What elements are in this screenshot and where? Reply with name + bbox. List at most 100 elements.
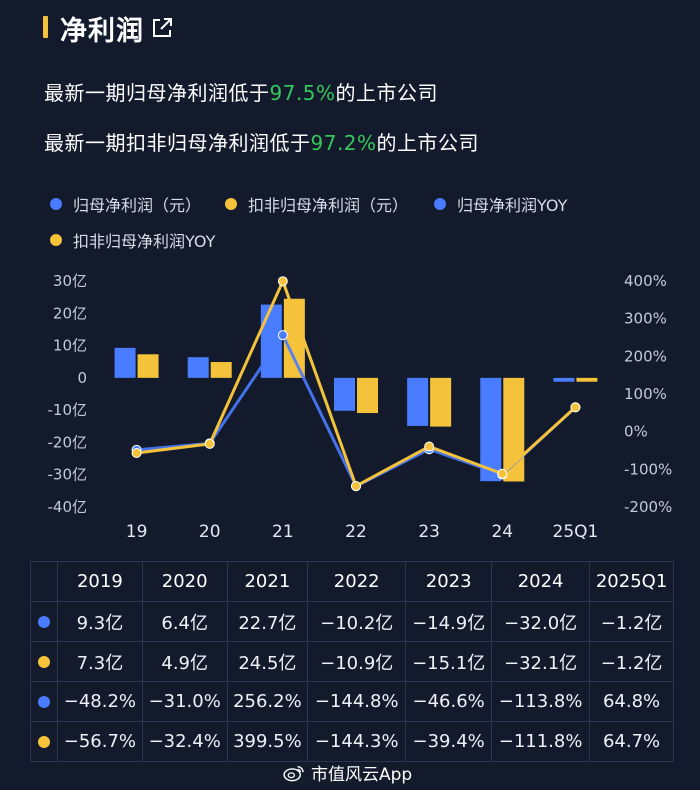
table-cell: −31.0% xyxy=(141,681,228,722)
y-axis-left-tick-label: -30亿 xyxy=(48,466,88,484)
table-row-marker xyxy=(30,601,58,642)
y-axis-right-tick-label: 0% xyxy=(624,423,648,441)
bar-deducted-net-profit xyxy=(576,377,598,382)
table-row-marker xyxy=(30,721,58,762)
table-cell: −15.1亿 xyxy=(405,641,493,682)
y-axis-left-tick-label: 30亿 xyxy=(53,272,87,290)
y-axis-left-tick-label: 20亿 xyxy=(53,304,87,322)
series-dot xyxy=(38,696,50,708)
bar-deducted-net-profit xyxy=(137,354,159,378)
y-axis-right-tick-label: 400% xyxy=(624,272,667,290)
table-row: −56.7% −32.4% 399.5% −144.3% −39.4% −111.8% 64… xyxy=(30,721,674,762)
legend-item-net-profit-yoy[interactable]: 归母净利润YOY xyxy=(434,192,567,216)
stat-suffix: 的上市公司 xyxy=(335,81,439,105)
watermark: 市值风云App xyxy=(283,760,412,785)
point-deducted-net-profit-yoy xyxy=(277,276,288,287)
legend-label: 扣非归母净利润（元） xyxy=(248,196,409,215)
x-axis-tick-label: 19 xyxy=(126,522,148,542)
bar-net-profit xyxy=(114,347,136,378)
series-dot xyxy=(38,616,50,628)
point-deducted-net-profit-yoy xyxy=(131,448,142,459)
title-accent-bar xyxy=(43,16,48,38)
stat-percent: 97.5% xyxy=(269,81,336,105)
table-header-cell: 2019 xyxy=(57,561,143,602)
legend-label: 归母净利润YOY xyxy=(457,196,568,215)
table-cell: −14.9亿 xyxy=(405,601,493,642)
stat-prefix: 最新一期扣非归母净利润低于 xyxy=(44,131,311,155)
table-cell: −113.8% xyxy=(491,681,591,722)
table-header-row: 2019 2020 2021 2022 2023 2024 2025Q1 xyxy=(30,561,674,602)
y-axis-right-tick-label: 100% xyxy=(624,385,667,403)
table-cell: −144.3% xyxy=(307,721,407,762)
external-link-icon[interactable] xyxy=(150,16,174,40)
legend-item-deducted-net-profit[interactable]: 扣非归母净利润（元） xyxy=(225,192,408,216)
table-cell: 7.3亿 xyxy=(57,641,143,682)
legend-item-deducted-net-profit-yoy[interactable]: 扣非归母净利润YOY xyxy=(50,228,215,252)
table-cell: −32.4% xyxy=(141,721,228,762)
table-header-cell: 2020 xyxy=(141,561,228,602)
bar-net-profit xyxy=(187,357,209,378)
stat-suffix: 的上市公司 xyxy=(376,131,480,155)
series-dot xyxy=(38,656,50,668)
y-axis-left-tick-label: 0 xyxy=(77,369,87,387)
legend-item-net-profit[interactable]: 归母净利润（元） xyxy=(50,192,201,216)
table-cell: −1.2亿 xyxy=(589,601,674,642)
legend-dot xyxy=(434,198,446,210)
table-row-marker xyxy=(30,681,58,722)
x-axis-tick-label: 21 xyxy=(272,522,294,542)
table-header-cell: 2024 xyxy=(491,561,591,602)
table-cell: −111.8% xyxy=(491,721,591,762)
y-axis-right-tick-label: -100% xyxy=(624,460,672,478)
point-deducted-net-profit-yoy xyxy=(204,438,215,449)
weibo-icon xyxy=(283,765,304,781)
table-cell: 22.7亿 xyxy=(226,601,309,642)
bar-net-profit xyxy=(407,377,429,426)
stat-percent: 97.2% xyxy=(310,131,377,155)
stat-line-net-profit: 最新一期归母净利润低于97.5%的上市公司 xyxy=(44,77,438,106)
bar-deducted-net-profit xyxy=(503,377,525,482)
bar-deducted-net-profit xyxy=(430,377,452,427)
series-dot xyxy=(38,736,50,748)
table-row: 9.3亿 6.4亿 22.7亿 −10.2亿 −14.9亿 −32.0亿 −1.2亿 xyxy=(30,601,674,642)
y-axis-left-tick-label: -20亿 xyxy=(48,433,88,451)
stat-line-deducted-net-profit: 最新一期扣非归母净利润低于97.2%的上市公司 xyxy=(44,127,479,156)
y-axis-left-tick-label: 10亿 xyxy=(53,337,87,355)
header: 净利润 xyxy=(0,0,700,60)
table-cell: −39.4% xyxy=(405,721,493,762)
x-axis-tick-label: 23 xyxy=(418,522,440,542)
table-cell: −46.6% xyxy=(405,681,493,722)
x-axis-tick-label: 20 xyxy=(199,522,221,542)
table-header-cell: 2025Q1 xyxy=(589,561,674,602)
bar-net-profit xyxy=(334,377,355,411)
x-axis-tick-label: 24 xyxy=(491,522,513,542)
y-axis-left-tick-label: -40亿 xyxy=(48,498,88,516)
table-cell: 9.3亿 xyxy=(57,601,143,642)
table-header-cell: 2021 xyxy=(226,561,309,602)
combo-chart: 30亿20亿10亿0-10亿-20亿-30亿-40亿400%300%200%10… xyxy=(48,272,673,542)
table-header-cell: 2022 xyxy=(307,561,407,602)
table-cell: 24.5亿 xyxy=(226,641,309,682)
table-corner-cell xyxy=(30,561,58,602)
table-row: 7.3亿 4.9亿 24.5亿 −10.9亿 −15.1亿 −32.1亿 −1.2亿 xyxy=(30,641,674,682)
point-deducted-net-profit-yoy xyxy=(424,441,435,452)
table-cell: 399.5% xyxy=(226,721,309,762)
table-cell: 64.7% xyxy=(589,721,674,762)
y-axis-right-tick-label: 300% xyxy=(624,310,667,328)
table-cell: −32.1亿 xyxy=(491,641,591,682)
legend-label: 扣非归母净利润YOY xyxy=(73,232,216,251)
point-net-profit-yoy xyxy=(277,330,288,341)
legend-dot xyxy=(50,198,62,210)
data-table: 2019 2020 2021 2022 2023 2024 2025Q1 9.3… xyxy=(30,561,674,762)
table-cell: −1.2亿 xyxy=(589,641,674,682)
page-title: 净利润 xyxy=(60,16,144,47)
y-axis-right-tick-label: 200% xyxy=(624,347,667,365)
legend-dot xyxy=(50,234,62,246)
legend-dot xyxy=(225,198,237,210)
table-row: −48.2% −31.0% 256.2% −144.8% −46.6% −113.8% 64… xyxy=(30,681,674,722)
x-axis-tick-label: 22 xyxy=(345,522,367,542)
y-axis-left-tick-label: -10亿 xyxy=(48,401,88,419)
table-cell: −56.7% xyxy=(57,721,143,762)
bar-deducted-net-profit xyxy=(210,362,232,378)
table-row-marker xyxy=(30,641,58,682)
y-axis-right-tick-label: -200% xyxy=(624,498,672,516)
